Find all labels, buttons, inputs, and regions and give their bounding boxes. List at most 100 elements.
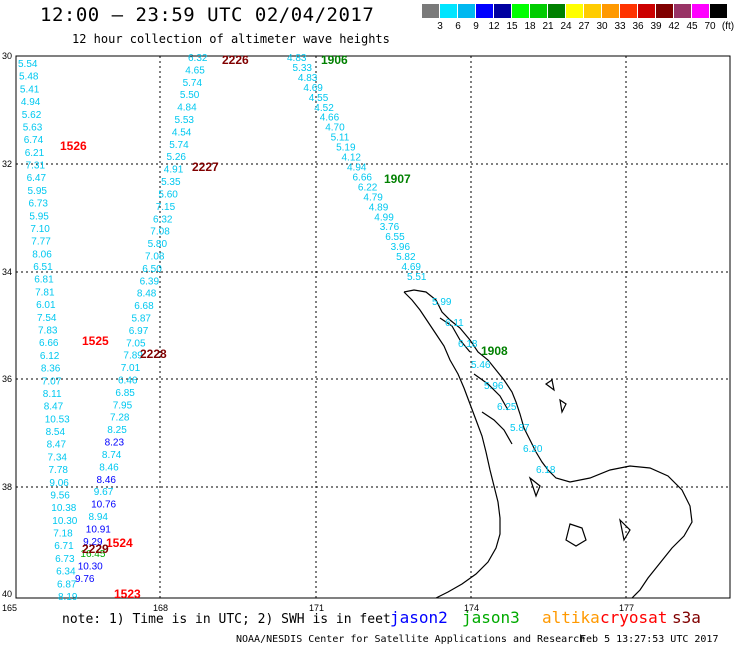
scale-label: 9	[473, 21, 479, 32]
scale-label: 24	[560, 21, 572, 32]
wave-height-value: 6.74	[24, 135, 44, 146]
pass-time-label: 1525	[82, 334, 109, 348]
wave-height-value: 5.46	[471, 360, 491, 371]
wave-height-value: 16.45	[80, 549, 105, 560]
wave-height-value: 6.85	[115, 388, 135, 399]
wave-height-value: 8.54	[46, 427, 66, 438]
wave-height-value: 8.36	[41, 364, 61, 375]
wave-height-value: 10.76	[91, 500, 116, 511]
wave-height-value: 9.76	[75, 574, 95, 585]
pass-time-label: 1523	[114, 587, 141, 601]
wave-height-value: 8.06	[32, 249, 52, 260]
wave-height-value: 4.52	[314, 103, 334, 114]
wave-height-value: 5.95	[29, 211, 49, 222]
wave-height-value: 6.32	[188, 53, 208, 64]
wave-height-value: 7.18	[53, 529, 73, 540]
wave-height-value: 4.83	[298, 73, 318, 84]
lon-label: 177	[619, 603, 634, 613]
wave-height-value: 3.96	[391, 242, 411, 253]
map-frame	[15, 55, 731, 599]
scale-swatch	[440, 4, 457, 18]
wave-height-value: 5.54	[18, 59, 38, 70]
scale-swatch	[476, 4, 493, 18]
wave-height-value: 6.55	[385, 232, 405, 243]
wave-height-value: 6.32	[153, 214, 173, 225]
wave-height-value: 4.70	[325, 123, 345, 134]
mission-jason2: jason2	[390, 608, 448, 627]
scale-swatch	[584, 4, 601, 18]
wave-height-value: 7.15	[156, 202, 176, 213]
scale-label: 15	[506, 21, 518, 32]
wave-height-value: 6.18	[536, 465, 556, 476]
wave-height-value: 7.54	[37, 313, 57, 324]
wave-height-value: 7.28	[110, 413, 130, 424]
wave-height-value: 6.20	[523, 444, 543, 455]
wave-height-value: 5.48	[19, 72, 39, 83]
wave-height-value: 4.65	[185, 65, 205, 76]
wave-height-value: 5.51	[407, 272, 427, 283]
scale-swatch	[674, 4, 691, 18]
wave-height-value: 7.83	[38, 326, 58, 337]
wave-height-value: 7.31	[26, 161, 46, 172]
lat-label: 32	[2, 159, 12, 169]
wave-height-value: 4.94	[347, 163, 367, 174]
mission-altika: altika	[542, 608, 600, 627]
wave-height-value: 5.87	[510, 423, 530, 434]
wave-height-value: 5.53	[175, 115, 195, 126]
wave-height-value: 5.19	[336, 143, 356, 154]
wave-height-value: 6.87	[57, 579, 77, 590]
wave-height-value: 5.41	[20, 84, 40, 95]
wave-height-value: 4.99	[374, 212, 394, 223]
scale-swatch	[530, 4, 547, 18]
scale-label: 33	[614, 21, 626, 32]
scale-swatch	[656, 4, 673, 18]
lon-label: 168	[153, 603, 168, 613]
wave-height-value: 6.39	[140, 276, 160, 287]
wave-height-value: 4.54	[172, 127, 192, 138]
wave-height-value: 6.21	[25, 148, 45, 159]
scale-label: 39	[650, 21, 662, 32]
wave-height-value: 6.97	[129, 326, 149, 337]
wave-height-value: 7.77	[31, 237, 51, 248]
wave-height-value: 6.66	[39, 338, 59, 349]
wave-height-value: 5.33	[293, 63, 313, 74]
wave-height-value: 8.94	[89, 512, 109, 523]
wave-height-value: 6.50	[142, 264, 162, 275]
wave-height-value: 10.38	[51, 503, 76, 514]
credit-line: NOAA/NESDIS Center for Satellite Applica…	[236, 634, 586, 645]
lon-label: 165	[2, 603, 17, 613]
wave-height-value: 6.12	[40, 351, 60, 362]
scale-swatch	[602, 4, 619, 18]
pass-time-label: 2226	[222, 53, 249, 67]
wave-height-value: 8.25	[107, 425, 127, 436]
scale-label: 45	[686, 21, 698, 32]
wave-height-value: 6.73	[55, 554, 75, 565]
wave-height-value: 8.48	[137, 289, 157, 300]
wave-height-value: 4.55	[309, 93, 329, 104]
wave-height-value: 7.78	[49, 465, 69, 476]
scale-label: 18	[524, 21, 536, 32]
wave-height-value: 4.94	[21, 97, 41, 108]
scale-swatch	[494, 4, 511, 18]
mission-jason3: jason3	[462, 608, 520, 627]
wave-height-value: 7.07	[42, 376, 62, 387]
scale-swatch	[548, 4, 565, 18]
scale-label: 12	[488, 21, 500, 32]
wave-height-value: 7.89	[123, 351, 143, 362]
wave-height-value: 8.23	[105, 438, 125, 449]
mission-s3a: s3a	[672, 608, 701, 627]
generated-timestamp: Feb 5 13:27:53 UTC 2017	[580, 634, 719, 645]
scale-label: 21	[542, 21, 554, 32]
wave-height-value: 5.82	[396, 252, 416, 263]
wave-height-value: 4.91	[164, 165, 184, 176]
lat-label: 38	[2, 482, 12, 492]
wave-height-value: 7.10	[30, 224, 50, 235]
wave-height-value: 6.34	[56, 567, 76, 578]
wave-height-value: 5.11	[331, 133, 350, 144]
pass-time-label: 2228	[140, 347, 167, 361]
map-title: 12:00 — 23:59 UTC 02/04/2017	[40, 4, 375, 26]
scale-swatch	[422, 4, 439, 18]
scale-label: 30	[596, 21, 608, 32]
wave-height-value: 6.25	[497, 402, 517, 413]
wave-height-value: 7.34	[48, 452, 68, 463]
